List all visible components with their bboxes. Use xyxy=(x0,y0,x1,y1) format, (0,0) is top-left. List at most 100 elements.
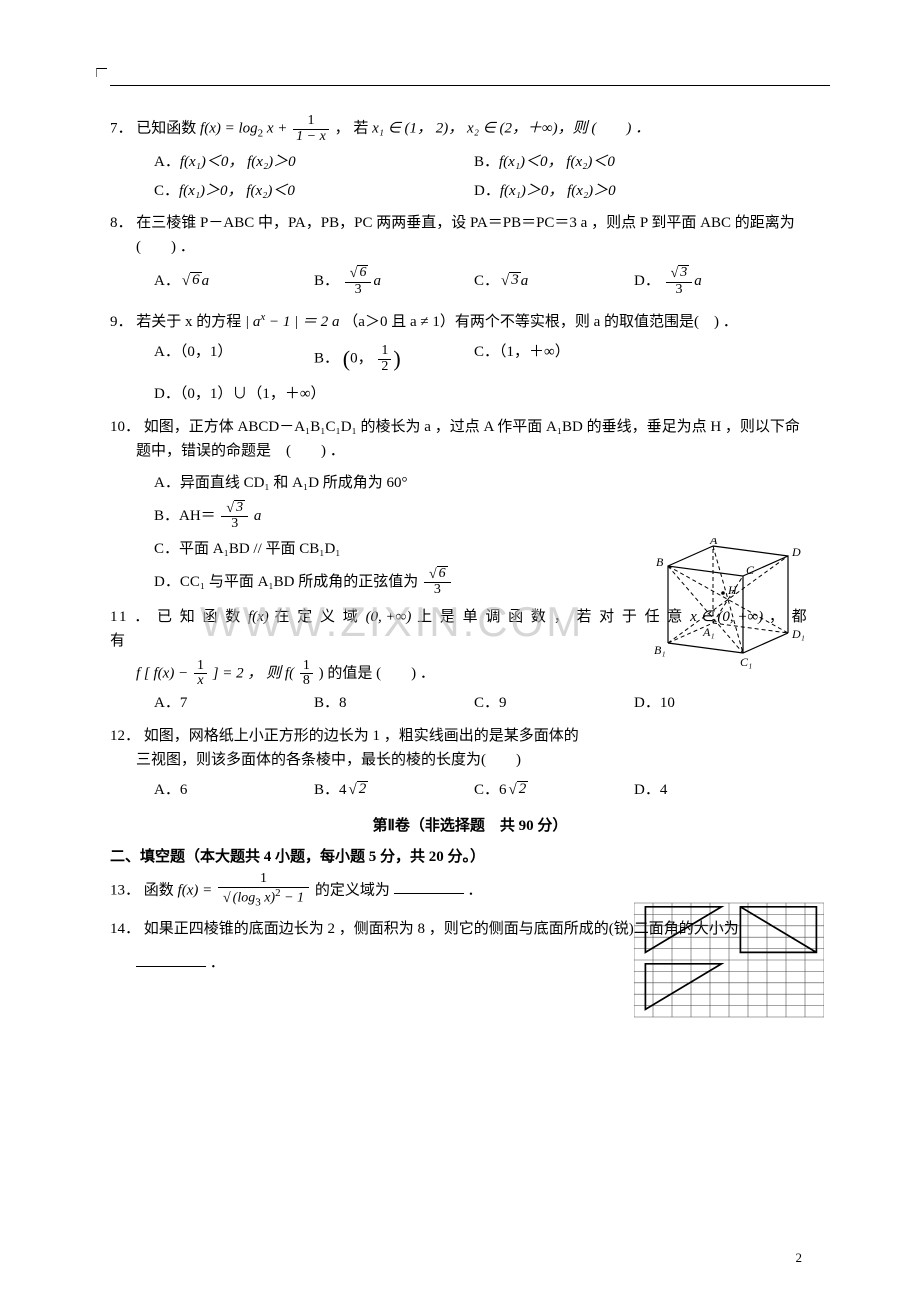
label-d1: D₁ xyxy=(791,627,805,641)
q12-stem: 如图，网格纸上小正方形的边长为 1 ，粗实线画出的是某多面体的 xyxy=(144,728,579,744)
q7-frac-den: 1 − x xyxy=(293,129,329,145)
q12-d: D．4 xyxy=(634,776,784,805)
q8-d-lbl: D． xyxy=(634,273,660,289)
q9-abs: | a xyxy=(245,314,260,330)
q8-a-rad: 6 xyxy=(180,263,202,299)
q14-num: 14． xyxy=(110,921,140,937)
q12-stem2: 三视图，则该多面体的各条棱中，最长的棱的长度为( ) xyxy=(136,748,830,772)
label-h: H xyxy=(727,583,738,597)
q13-period: ． xyxy=(467,882,482,898)
q12-c-lbl: C．6 xyxy=(474,782,507,798)
q9-stem-a: 若关于 x 的方程 xyxy=(136,314,245,330)
q8-b-num: 6 xyxy=(357,265,368,280)
q10-d-lbl: D．CC₁ 与平面 A₁BD 所成角的正弦值为 xyxy=(154,574,418,590)
q10-b-lbl: B．AH＝ xyxy=(154,508,216,524)
q7-a-lbl: A． xyxy=(154,154,180,170)
q7-a: f(x₁)＜0， f(x₂)＞0 xyxy=(180,154,296,170)
q7-d: f(x₁)＞0， f(x₂)＞0 xyxy=(500,183,616,199)
section-2-title: 第Ⅱ卷（非选择题 共 90 分） xyxy=(110,814,830,835)
q10-stem: 如图，正方体 ABCD－A₁B₁C₁D₁ 的棱长为 a ，过点 A 作平面 A₁… xyxy=(144,419,800,435)
label-a1: A₁ xyxy=(702,625,715,639)
label-b1: B₁ xyxy=(654,643,666,657)
three-view-grid xyxy=(634,900,824,1020)
q13-stem-b: 的定义域为 xyxy=(315,882,390,898)
q11-frac1: 1 x xyxy=(194,659,207,689)
q8-opts: A．6a B． 6 3 a C．3a D． 3 3 a xyxy=(154,263,830,299)
q7-frac-num: 1 xyxy=(293,114,329,129)
q7-num: 7． xyxy=(110,121,133,137)
q12-b-lbl: B．4 xyxy=(314,782,347,798)
q13-num: 13． xyxy=(110,882,140,898)
q8-b-lbl: B． xyxy=(314,273,339,289)
q7-b-lbl: B． xyxy=(474,154,499,170)
q7-fx: f(x) = log xyxy=(200,121,258,137)
q11-stem-a: 已 知 函 数 xyxy=(157,609,248,625)
q7-d-lbl: D． xyxy=(474,183,500,199)
q7-x1: x₁ ∈ (1， 2)， xyxy=(372,121,467,137)
q8-num: 8． xyxy=(110,215,133,231)
point-h xyxy=(721,591,725,595)
q7-b: f(x₁)＜0， f(x₂)＜0 xyxy=(499,154,615,170)
q10-num: 10． xyxy=(110,419,140,435)
q8-b-var: a xyxy=(373,273,381,289)
q14-blank xyxy=(136,952,206,967)
q11-l2c: ) 的值是 ( ) ． xyxy=(319,665,435,681)
q13-den-c: x) xyxy=(261,890,275,905)
q13-den-d: − 1 xyxy=(281,890,304,905)
q10-b-frac: 3 3 xyxy=(221,501,248,532)
q11-fx: f(x) xyxy=(248,609,269,625)
q8-c-rad: 3 xyxy=(499,263,521,299)
question-8: 8． 在三棱锥 P－ABC 中，PA，PB，PC 两两垂直，设 PA＝PB＝PC… xyxy=(110,211,830,299)
q13-blank xyxy=(394,879,464,894)
label-c: C xyxy=(746,563,755,577)
q11-b: B．8 xyxy=(314,689,464,718)
q8-d-frac: 3 3 xyxy=(666,266,693,297)
part-2-title: 二、填空题（本大题共 4 小题，每小题 5 分，共 20 分。） xyxy=(110,845,830,866)
label-c1: C₁ xyxy=(740,655,752,669)
q8-c-lbl: C． xyxy=(474,273,499,289)
q9-d: D．（0，1）∪（1，＋∞） xyxy=(154,380,354,409)
q9-opts: A．（0，1） B． ((0，0， 1 2 ) C．（1，＋∞） D．（0，1）… xyxy=(154,338,830,408)
q11-dom: (0, +∞) xyxy=(366,609,412,625)
q13-den-a: (log xyxy=(233,890,256,905)
q10-stem2: 题中，错误的命题是 ( ) ． xyxy=(136,439,830,463)
q7-c: f(x₁)＞0， f(x₂)＜0 xyxy=(179,183,295,199)
q8-a-var: a xyxy=(202,273,210,289)
q7-c-lbl: C． xyxy=(154,183,179,199)
q7-opts: A．f(x₁)＜0， f(x₂)＞0 B．f(x₁)＜0， f(x₂)＜0 C．… xyxy=(154,148,830,205)
q11-opts: A．7 B．8 C．9 D．10 xyxy=(154,689,830,718)
q9-b-lbl: B． xyxy=(314,351,339,367)
q8-b-frac: 6 3 xyxy=(345,266,372,297)
q11-l2b: ] = 2 ， 则 f( xyxy=(213,665,294,681)
q10-d-frac: 6 3 xyxy=(424,567,451,598)
label-d: D xyxy=(791,545,801,559)
q13-frac: 1 (log3 x)2 − 1 xyxy=(218,872,309,909)
q9-num: 9． xyxy=(110,314,133,330)
q8-d-den: 3 xyxy=(666,282,693,298)
q11-c: C．9 xyxy=(474,689,624,718)
q12-opts: A．6 B．42 C．62 D．4 xyxy=(154,776,830,805)
q9-b-frac: 1 2 xyxy=(378,344,391,374)
q8-d-num: 3 xyxy=(678,265,689,280)
q9-c: C．（1，＋∞） xyxy=(474,338,624,380)
q8-stem2: ( ) ． xyxy=(136,235,830,259)
q7-frac: 1 1 − x xyxy=(293,114,329,144)
q13-fx: f(x) = xyxy=(178,882,216,898)
q12-num: 12． xyxy=(110,728,140,744)
q8-a-lbl: A． xyxy=(154,273,180,289)
q9-stem-b: （a＞0 且 a ≠ 1）有两个不等实根，则 a 的取值范围是( ) ． xyxy=(343,314,737,330)
q10-a: A．异面直线 CD₁ 和 A₁D 所成角为 60° xyxy=(154,467,830,500)
page-number: 2 xyxy=(796,1250,803,1266)
label-b: B xyxy=(656,555,664,569)
q7-x2: x₂ ∈ (2，＋∞)，则 ( ) ． xyxy=(467,121,650,137)
q7-stem-a: 已知函数 xyxy=(136,121,200,137)
q11-num: 11 ． xyxy=(110,609,151,625)
q10-b-var: a xyxy=(250,508,261,524)
q14-period: ． xyxy=(210,955,225,971)
header-rule xyxy=(110,85,830,86)
question-9: 9． 若关于 x 的方程 | ax − 1 | ＝ 2 a （a＞0 且 a ≠… xyxy=(110,309,830,408)
q11-a: A．7 xyxy=(154,689,304,718)
q8-stem: 在三棱锥 P－ABC 中，PA，PB，PC 两两垂直，设 PA＝PB＝PC＝3 … xyxy=(136,215,794,231)
question-12: 12． 如图，网格纸上小正方形的边长为 1 ，粗实线画出的是某多面体的 三视图，… xyxy=(110,724,830,805)
question-7: 7． 已知函数 f(x) = log2 x + 1 1 − x ， 若 x₁ ∈… xyxy=(110,114,830,205)
